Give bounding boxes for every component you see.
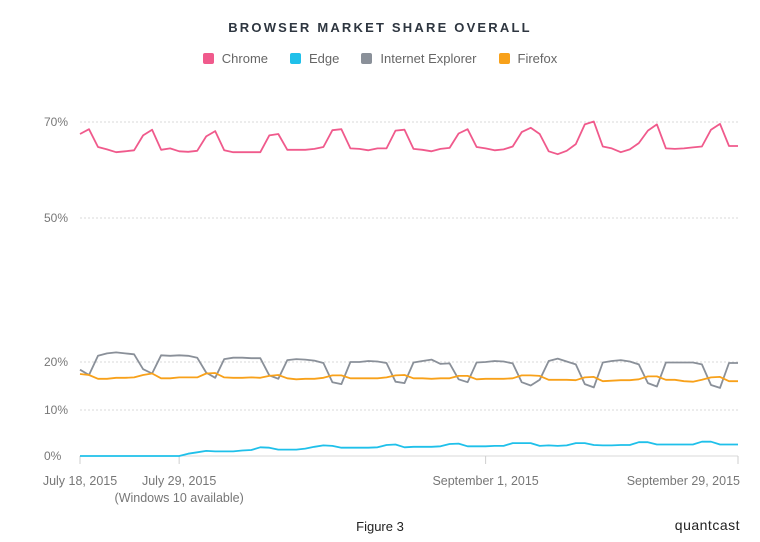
series-line-edge	[80, 440, 738, 457]
y-tick-label: 10%	[44, 403, 68, 417]
legend-label-edge: Edge	[309, 51, 340, 66]
y-tick-label: 50%	[44, 211, 68, 225]
legend-swatch-edge	[290, 53, 302, 64]
x-tick-label: September 29, 2015	[627, 474, 740, 488]
brand-logo: quantcast	[674, 517, 740, 533]
legend-item-internet-explorer[interactable]: Internet Explorer	[361, 51, 477, 66]
legend-swatch-firefox	[498, 53, 510, 64]
series-line-chrome	[79, 120, 738, 156]
x-tick-label: September 1, 2015	[432, 474, 538, 488]
y-tick-label: 0%	[44, 449, 62, 463]
y-tick-label: 70%	[44, 115, 68, 129]
x-tick-label: July 29, 2015	[142, 474, 216, 488]
x-tick-sublabel: (Windows 10 available)	[115, 491, 244, 505]
legend-label-chrome: Chrome	[221, 51, 269, 66]
y-tick-label: 20%	[44, 355, 68, 369]
chart-legend: Chrome Edge Internet Explorer Firefox	[0, 51, 760, 66]
series-line-internet-explorer	[79, 351, 738, 389]
legend-label-internet-explorer: Internet Explorer	[380, 51, 477, 66]
figure-caption: Figure 3	[356, 519, 404, 534]
legend-label-firefox: Firefox	[517, 51, 558, 66]
chart-title: BROWSER MARKET SHARE OVERALL	[228, 20, 532, 35]
legend-swatch-chrome	[202, 53, 214, 64]
legend-item-chrome[interactable]: Chrome	[202, 51, 269, 66]
legend-swatch-internet-explorer	[361, 53, 373, 64]
x-tick-label: July 18, 2015	[43, 474, 117, 488]
series-line-firefox	[79, 372, 738, 383]
legend-item-firefox[interactable]: Firefox	[498, 51, 558, 66]
legend-item-edge[interactable]: Edge	[290, 51, 339, 66]
